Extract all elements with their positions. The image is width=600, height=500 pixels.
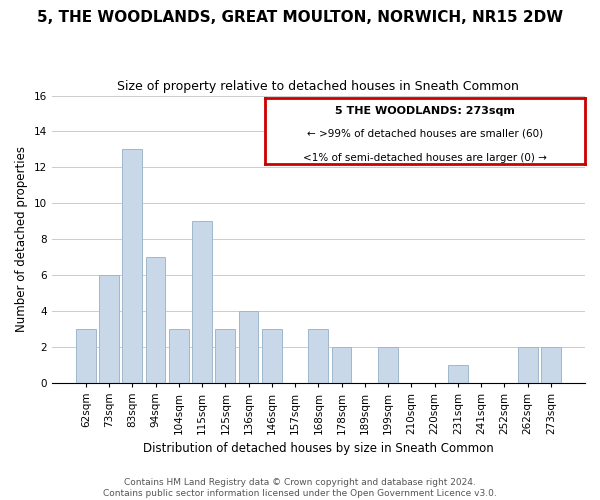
X-axis label: Distribution of detached houses by size in Sneath Common: Distribution of detached houses by size … — [143, 442, 494, 455]
Title: Size of property relative to detached houses in Sneath Common: Size of property relative to detached ho… — [118, 80, 519, 93]
Bar — [378, 346, 398, 382]
Bar — [541, 346, 561, 382]
Bar — [169, 328, 188, 382]
Bar — [146, 257, 166, 382]
Bar — [215, 328, 235, 382]
Text: 5, THE WOODLANDS, GREAT MOULTON, NORWICH, NR15 2DW: 5, THE WOODLANDS, GREAT MOULTON, NORWICH… — [37, 10, 563, 25]
Bar — [99, 275, 119, 382]
Bar — [518, 346, 538, 382]
Text: Contains HM Land Registry data © Crown copyright and database right 2024.
Contai: Contains HM Land Registry data © Crown c… — [103, 478, 497, 498]
Bar — [76, 328, 95, 382]
Bar — [192, 221, 212, 382]
Bar — [262, 328, 282, 382]
Bar — [332, 346, 352, 382]
Bar — [122, 150, 142, 382]
Y-axis label: Number of detached properties: Number of detached properties — [15, 146, 28, 332]
Bar — [239, 311, 259, 382]
Bar — [448, 364, 468, 382]
Bar — [308, 328, 328, 382]
